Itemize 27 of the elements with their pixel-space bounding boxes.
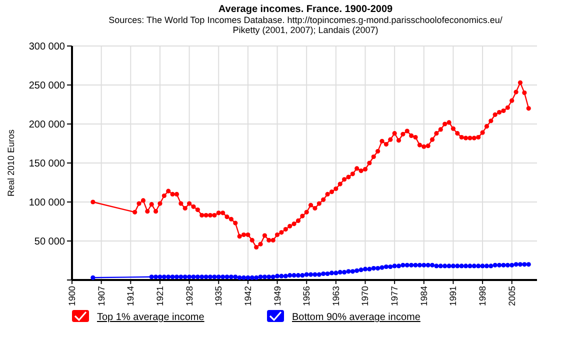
x-tick-label: 1998 [478,286,488,306]
x-tick-label: 1956 [302,286,312,306]
chart-subtitle: Sources: The World Top Incomes Database. http://topincomes.g-mond.parisschoolofeconomics.eu/ Piketty (2001, 2007); Landais (2007) [108,15,503,35]
x-tick-label: 1921 [154,286,165,306]
x-tick-label: 1900 [67,286,77,306]
x-tick-label: 2005 [506,286,517,306]
x-tick-label: 1942 [242,286,253,306]
x-tick-label: 1991 [448,286,458,306]
x-tick-label: 1963 [330,286,341,306]
y-tick-label: 300 000 [28,42,66,52]
y-tick-label: 200 000 [28,120,66,130]
legend-label: Bottom 90% average income [292,312,421,323]
x-tick-label: 1977 [390,286,400,306]
legend-label: Top 1% average income [97,312,205,323]
x-tick-label: 1970 [360,286,370,306]
y-tick-label: 150 000 [28,158,66,170]
y-axis-title: Real 2010 Euros [6,128,16,197]
y-tick-label: 50 000 [34,236,66,248]
x-tick-label: 1949 [272,286,282,306]
y-tick-label: 100 000 [28,198,66,208]
x-tick-label: 1907 [96,286,106,306]
chart-title: Average incomes. France. 1900-2009 [218,4,394,15]
y-tick-label: 250 000 [28,80,66,92]
x-tick-label: 1984 [418,286,429,306]
x-tick-label: 1914 [126,286,136,306]
x-tick-label: 1935 [214,286,224,306]
x-tick-label: 1928 [184,286,194,306]
